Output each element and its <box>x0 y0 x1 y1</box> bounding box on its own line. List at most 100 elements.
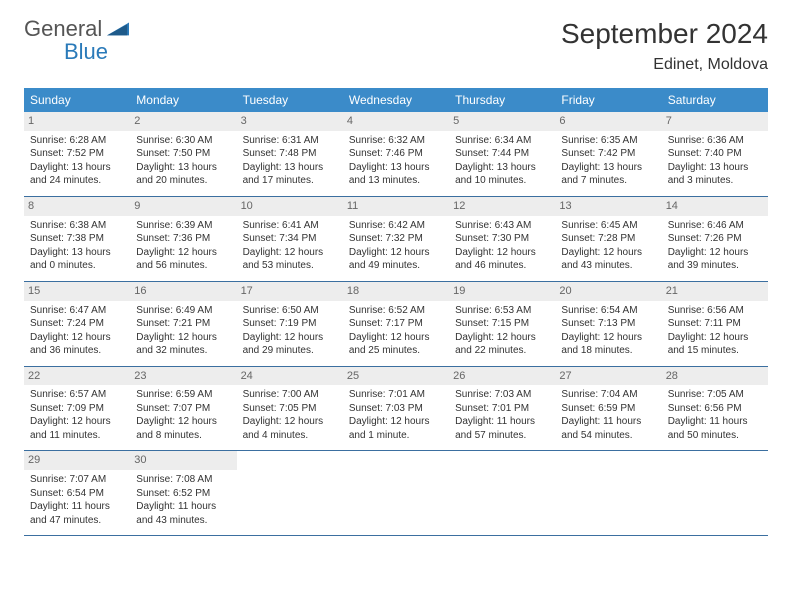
weekday-header: Wednesday <box>343 88 449 112</box>
calendar-day-cell: 30Sunrise: 7:08 AMSunset: 6:52 PMDayligh… <box>130 451 236 536</box>
logo-line1: General <box>24 16 102 41</box>
day-number: 26 <box>449 367 555 386</box>
daylight-text-1: Daylight: 13 hours <box>455 161 549 175</box>
daylight-text-1: Daylight: 13 hours <box>561 161 655 175</box>
daylight-text-1: Daylight: 12 hours <box>243 331 337 345</box>
month-title: September 2024 <box>561 18 768 50</box>
calendar-day-cell: 16Sunrise: 6:49 AMSunset: 7:21 PMDayligh… <box>130 281 236 366</box>
logo-triangle-icon <box>107 20 129 36</box>
sunset-text: Sunset: 7:07 PM <box>136 402 230 416</box>
daylight-text-2: and 36 minutes. <box>30 344 124 358</box>
daylight-text-2: and 29 minutes. <box>243 344 337 358</box>
sunset-text: Sunset: 7:52 PM <box>30 147 124 161</box>
sunrise-text: Sunrise: 6:49 AM <box>136 304 230 318</box>
sunrise-text: Sunrise: 6:45 AM <box>561 219 655 233</box>
location: Edinet, Moldova <box>561 56 768 74</box>
day-number: 28 <box>662 367 768 386</box>
sunrise-text: Sunrise: 6:28 AM <box>30 134 124 148</box>
calendar-week-row: 1Sunrise: 6:28 AMSunset: 7:52 PMDaylight… <box>24 112 768 196</box>
calendar-day-cell: 26Sunrise: 7:03 AMSunset: 7:01 PMDayligh… <box>449 366 555 451</box>
sunset-text: Sunset: 6:54 PM <box>30 487 124 501</box>
calendar-day-cell <box>449 451 555 536</box>
daylight-text-2: and 39 minutes. <box>668 259 762 273</box>
logo-line2: Blue <box>64 39 108 64</box>
weekday-header: Friday <box>555 88 661 112</box>
daylight-text-2: and 20 minutes. <box>136 174 230 188</box>
daylight-text-2: and 11 minutes. <box>30 429 124 443</box>
calendar-day-cell <box>555 451 661 536</box>
daylight-text-1: Daylight: 12 hours <box>455 246 549 260</box>
daylight-text-1: Daylight: 11 hours <box>136 500 230 514</box>
title-block: September 2024 Edinet, Moldova <box>561 18 768 74</box>
calendar-day-cell <box>237 451 343 536</box>
sunrise-text: Sunrise: 6:52 AM <box>349 304 443 318</box>
sunrise-text: Sunrise: 7:03 AM <box>455 388 549 402</box>
calendar-day-cell: 2Sunrise: 6:30 AMSunset: 7:50 PMDaylight… <box>130 112 236 196</box>
sunset-text: Sunset: 7:32 PM <box>349 232 443 246</box>
calendar-week-row: 29 Sunrise: 7:07 AMSunset: 6:54 PM Dayligh… <box>24 451 768 536</box>
sunrise-text: Sunrise: 6:35 AM <box>561 134 655 148</box>
sunrise-text: Sunrise: 6:32 AM <box>349 134 443 148</box>
daylight-text-1: Daylight: 12 hours <box>455 331 549 345</box>
sunset-text: Sunset: 6:52 PM <box>136 487 230 501</box>
sunset-text: Sunset: 7:26 PM <box>668 232 762 246</box>
daylight-text-2: and 3 minutes. <box>668 174 762 188</box>
weekday-header: Sunday <box>24 88 130 112</box>
sunrise-text: Sunrise: 6:57 AM <box>30 388 124 402</box>
day-number: 29 <box>24 451 130 470</box>
day-number: 12 <box>449 197 555 216</box>
daylight-text-1: Daylight: 11 hours <box>561 415 655 429</box>
daylight-text-2: and 4 minutes. <box>243 429 337 443</box>
calendar-day-cell: 22Sunrise: 6:57 AMSunset: 7:09 PMDayligh… <box>24 366 130 451</box>
sunrise-text: Sunrise: 7:07 AM <box>30 473 124 487</box>
sunset-text: Sunset: 7:34 PM <box>243 232 337 246</box>
day-number: 7 <box>662 112 768 131</box>
calendar-day-cell: 18Sunrise: 6:52 AMSunset: 7:17 PMDayligh… <box>343 281 449 366</box>
sunrise-text: Sunrise: 6:36 AM <box>668 134 762 148</box>
daylight-text-2: and 10 minutes. <box>455 174 549 188</box>
daylight-text-2: and 50 minutes. <box>668 429 762 443</box>
weekday-header: Tuesday <box>237 88 343 112</box>
daylight-text-1: Daylight: 12 hours <box>561 331 655 345</box>
calendar-day-cell <box>343 451 449 536</box>
sunset-text: Sunset: 7:42 PM <box>561 147 655 161</box>
sunrise-text: Sunrise: 7:01 AM <box>349 388 443 402</box>
sunset-text: Sunset: 7:50 PM <box>136 147 230 161</box>
sunset-text: Sunset: 7:09 PM <box>30 402 124 416</box>
calendar-week-row: 22 Sunrise: 6:57 AMSunset: 7:09 PM Dayligh… <box>24 366 768 451</box>
sunrise-text: Sunrise: 6:38 AM <box>30 219 124 233</box>
day-number: 19 <box>449 282 555 301</box>
calendar-week-row: 8Sunrise: 6:38 AMSunset: 7:38 PMDaylight… <box>24 196 768 281</box>
day-number: 22 <box>24 367 130 386</box>
sunset-text: Sunset: 7:24 PM <box>30 317 124 331</box>
daylight-text-1: Daylight: 12 hours <box>349 246 443 260</box>
daylight-text-2: and 57 minutes. <box>455 429 549 443</box>
sunrise-text: Sunrise: 6:54 AM <box>561 304 655 318</box>
sunset-text: Sunset: 7:15 PM <box>455 317 549 331</box>
daylight-text-2: and 13 minutes. <box>349 174 443 188</box>
sunset-text: Sunset: 7:28 PM <box>561 232 655 246</box>
sunrise-text: Sunrise: 7:08 AM <box>136 473 230 487</box>
day-number: 20 <box>555 282 661 301</box>
calendar-day-cell: 28Sunrise: 7:05 AMSunset: 6:56 PMDayligh… <box>662 366 768 451</box>
day-number: 17 <box>237 282 343 301</box>
daylight-text-1: Daylight: 12 hours <box>136 331 230 345</box>
day-number: 5 <box>449 112 555 131</box>
sunrise-text: Sunrise: 7:04 AM <box>561 388 655 402</box>
day-number: 23 <box>130 367 236 386</box>
daylight-text-1: Daylight: 12 hours <box>243 246 337 260</box>
sunset-text: Sunset: 6:56 PM <box>668 402 762 416</box>
daylight-text-2: and 53 minutes. <box>243 259 337 273</box>
day-number: 9 <box>130 197 236 216</box>
sunset-text: Sunset: 7:38 PM <box>30 232 124 246</box>
weekday-header: Saturday <box>662 88 768 112</box>
sunrise-text: Sunrise: 6:50 AM <box>243 304 337 318</box>
sunset-text: Sunset: 7:19 PM <box>243 317 337 331</box>
calendar-day-cell: 14Sunrise: 6:46 AMSunset: 7:26 PMDayligh… <box>662 196 768 281</box>
daylight-text-2: and 18 minutes. <box>561 344 655 358</box>
daylight-text-2: and 22 minutes. <box>455 344 549 358</box>
daylight-text-2: and 56 minutes. <box>136 259 230 273</box>
day-number: 15 <box>24 282 130 301</box>
day-number: 13 <box>555 197 661 216</box>
calendar-week-row: 15Sunrise: 6:47 AMSunset: 7:24 PMDayligh… <box>24 281 768 366</box>
